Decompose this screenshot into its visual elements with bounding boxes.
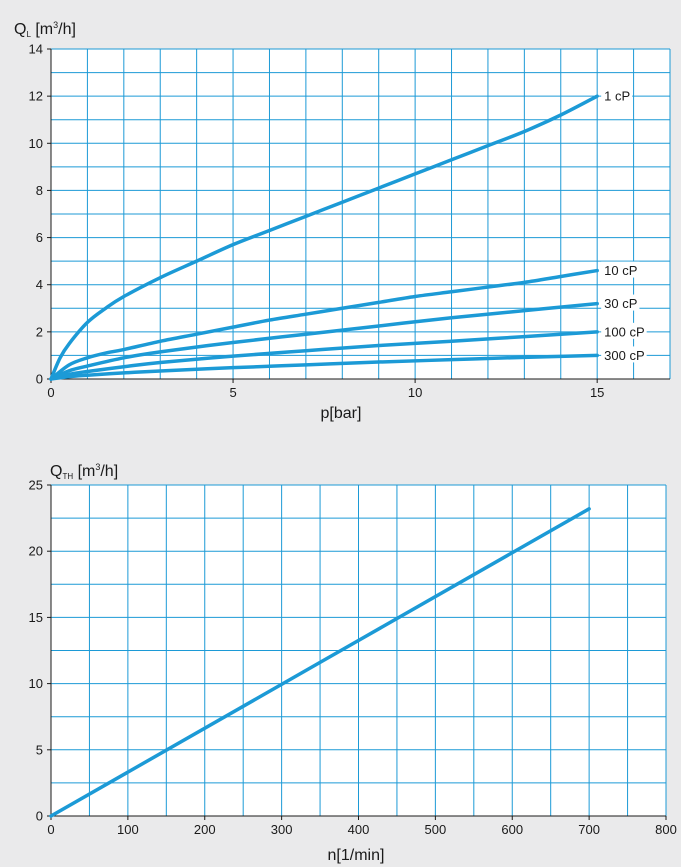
x-axis-title: n[1/min] [328, 847, 385, 864]
x-tick-label: 800 [655, 822, 677, 837]
series-line [49, 268, 599, 381]
y-axis-title: QTH [m3/h] [50, 462, 118, 481]
y-tick-label: 25 [29, 478, 43, 493]
chart-leakage-flow: 0 2 4 6 8 10 12 14 0 5 10 15 1 cP 10 cP 30 cP 100 cP 300… [14, 20, 671, 422]
x-tick-label: 5 [229, 385, 236, 400]
x-tick-label: 600 [501, 822, 523, 837]
x-axis-title: p[bar] [321, 405, 362, 422]
series-label-background [601, 346, 647, 363]
y-tick-label: 20 [29, 544, 43, 559]
series-line [49, 507, 591, 818]
series-label-background [601, 87, 633, 104]
x-tick-label: 700 [578, 822, 600, 837]
x-tick-label: 200 [194, 822, 216, 837]
x-tick-label: 100 [117, 822, 139, 837]
series-label-background [601, 261, 640, 278]
y-tick-label: 0 [36, 372, 43, 387]
plot-area: 0 5 10 15 20 25 0 100 200 300 400 500 600 700 800 [29, 478, 677, 838]
plot-area: 0 2 4 6 8 10 12 14 0 5 10 15 1 cP 10 cP 30 cP 100 cP 300… [29, 42, 671, 400]
x-tick-label: 15 [590, 385, 604, 400]
y-tick-label: 0 [36, 809, 43, 824]
series-line [49, 353, 599, 381]
series-label: 30 cP [604, 296, 637, 311]
series-label: 10 cP [604, 263, 637, 278]
y-tick-label: 14 [29, 42, 43, 57]
x-tick-label: 0 [47, 822, 54, 837]
series-line [49, 330, 599, 381]
y-tick-label: 10 [29, 676, 43, 691]
y-tick-label: 5 [36, 742, 43, 757]
series-line [49, 94, 599, 381]
y-tick-label: 8 [36, 183, 43, 198]
series-label: 1 cP [604, 89, 630, 104]
series-label: 300 cP [604, 348, 644, 363]
x-tick-label: 300 [271, 822, 293, 837]
series-label-background [601, 294, 640, 311]
y-tick-label: 12 [29, 89, 43, 104]
y-axis-title: QL [m3/h] [14, 20, 76, 39]
series-label: 100 cP [604, 324, 644, 339]
x-tick-label: 10 [408, 385, 422, 400]
series-line [49, 301, 599, 381]
y-tick-label: 10 [29, 136, 43, 151]
y-tick-label: 15 [29, 610, 43, 625]
x-tick-label: 0 [47, 385, 54, 400]
y-tick-label: 4 [36, 277, 43, 292]
x-tick-label: 400 [348, 822, 370, 837]
y-tick-label: 2 [36, 324, 43, 339]
y-tick-label: 6 [36, 230, 43, 245]
x-tick-label: 500 [425, 822, 447, 837]
series-label-background [601, 322, 647, 339]
chart-theoretical-flow: 0 5 10 15 20 25 0 100 200 300 400 500 600 700 800 QTH … [29, 462, 677, 864]
